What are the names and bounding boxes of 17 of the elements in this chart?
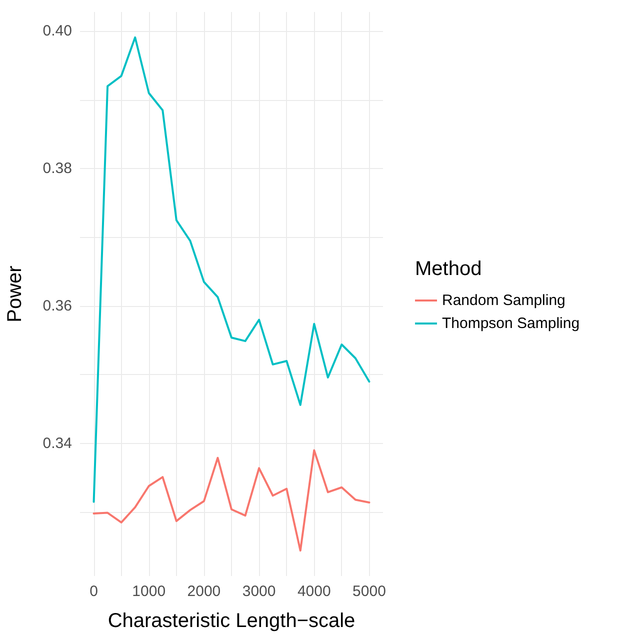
legend-label: Random Sampling bbox=[442, 292, 566, 309]
y-tick-label: 0.40 bbox=[42, 22, 72, 40]
line-series bbox=[92, 449, 370, 552]
y-tick-label: 0.34 bbox=[42, 434, 72, 452]
legend-label: Thompson Sampling bbox=[442, 315, 580, 332]
x-tick-label: 3000 bbox=[242, 583, 276, 600]
x-tick-label: 1000 bbox=[132, 583, 166, 600]
x-tick-label: 2000 bbox=[187, 583, 221, 600]
x-axis-title: Charasteristic Length−scale bbox=[108, 610, 356, 632]
legend-title: Method bbox=[415, 258, 482, 280]
y-tick-label: 0.36 bbox=[42, 298, 72, 315]
y-axis-title: Power bbox=[4, 265, 26, 322]
y-tick-label: 0.38 bbox=[42, 160, 72, 178]
line-series bbox=[92, 36, 370, 503]
x-tick-label: 0 bbox=[90, 583, 98, 600]
x-tick-label: 5000 bbox=[352, 583, 386, 600]
x-tick-label: 4000 bbox=[297, 583, 331, 600]
